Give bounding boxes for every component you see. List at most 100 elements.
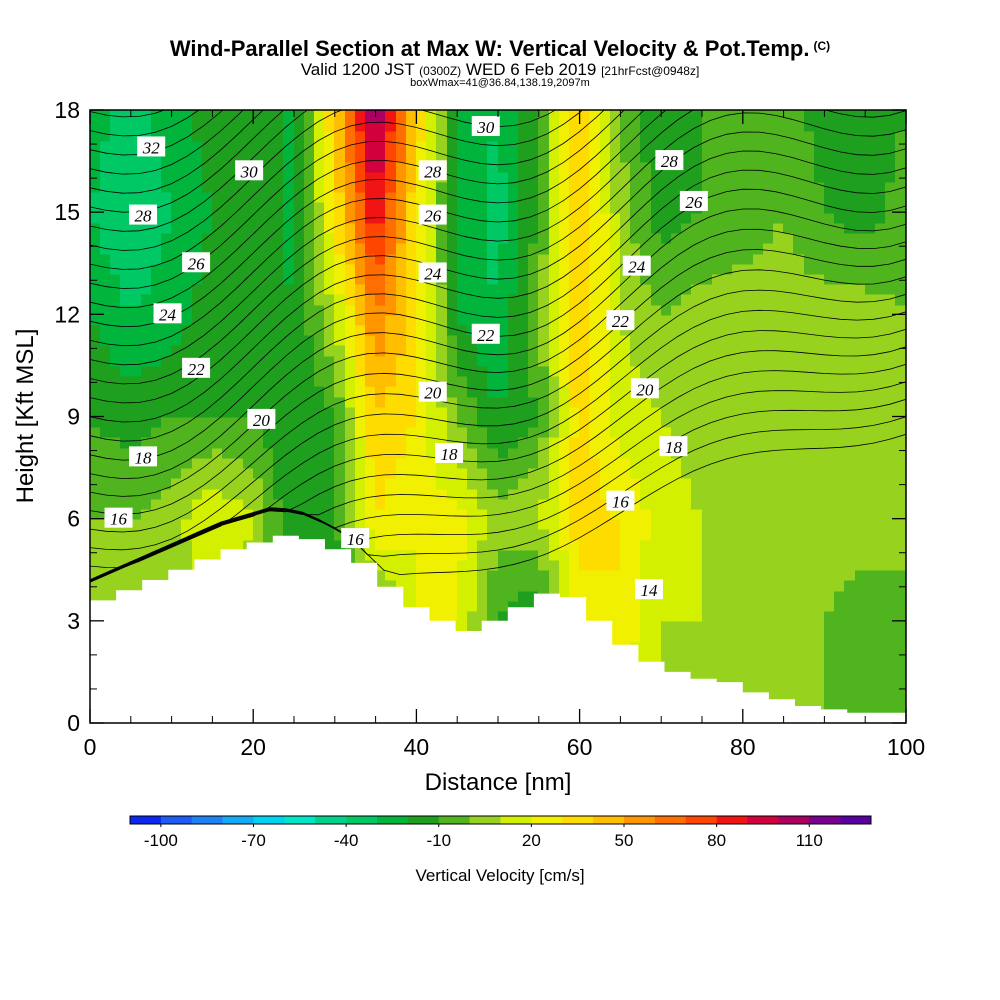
- velocity-cell: [814, 273, 826, 285]
- velocity-cell: [498, 518, 510, 530]
- velocity-cell: [426, 508, 438, 520]
- velocity-cell: [304, 201, 316, 214]
- velocity-cell: [375, 498, 387, 510]
- velocity-cell: [763, 232, 775, 244]
- velocity-cell: [283, 406, 295, 418]
- velocity-cell: [406, 559, 418, 571]
- terrain: [90, 535, 906, 723]
- velocity-cell: [90, 191, 102, 203]
- velocity-cell: [793, 569, 805, 581]
- velocity-cell: [855, 590, 867, 602]
- contour-label-text: 16: [612, 493, 630, 512]
- velocity-cell: [253, 222, 265, 234]
- velocity-cell: [243, 436, 255, 449]
- velocity-cell: [406, 314, 418, 326]
- velocity-cell: [661, 590, 673, 602]
- velocity-cell: [130, 283, 142, 295]
- velocity-cell: [508, 304, 520, 316]
- velocity-cell: [763, 426, 775, 438]
- velocity-cell: [875, 610, 887, 622]
- velocity-cell: [253, 344, 265, 357]
- velocity-cell: [202, 161, 214, 173]
- velocity-cell: [498, 242, 510, 255]
- velocity-cell: [436, 304, 448, 316]
- velocity-cell: [232, 406, 244, 418]
- velocity-cell: [426, 549, 438, 561]
- velocity-cell: [181, 457, 193, 469]
- velocity-cell: [518, 406, 530, 418]
- velocity-cell: [640, 324, 652, 336]
- velocity-cell: [600, 304, 612, 316]
- velocity-cell: [661, 201, 673, 214]
- velocity-cell: [232, 324, 244, 336]
- velocity-cell: [742, 150, 754, 163]
- velocity-cell: [722, 120, 734, 132]
- velocity-cell: [875, 447, 887, 459]
- velocity-cell: [559, 161, 571, 173]
- velocity-cell: [589, 406, 601, 418]
- velocity-cell: [549, 191, 561, 203]
- velocity-cell: [283, 171, 295, 183]
- velocity-cell: [538, 375, 550, 387]
- velocity-cell: [742, 406, 754, 418]
- velocity-cell: [763, 600, 775, 612]
- velocity-cell: [498, 171, 510, 183]
- velocity-cell: [651, 610, 663, 622]
- velocity-cell: [273, 140, 285, 152]
- velocity-cell: [90, 171, 102, 183]
- velocity-cell: [600, 242, 612, 255]
- velocity-cell: [447, 396, 459, 408]
- velocity-cell: [355, 344, 367, 357]
- velocity-cell: [447, 539, 459, 551]
- velocity-cell: [855, 641, 867, 653]
- velocity-cell: [334, 222, 346, 234]
- velocity-cell: [579, 334, 591, 346]
- velocity-cell: [773, 324, 785, 336]
- velocity-cell: [671, 120, 683, 132]
- velocity-cell: [90, 416, 102, 428]
- velocity-cell: [895, 559, 906, 571]
- velocity-cell: [100, 416, 112, 428]
- velocity-cell: [294, 293, 306, 306]
- velocity-cell: [855, 324, 867, 336]
- velocity-cell: [763, 150, 775, 163]
- velocity-cell: [345, 293, 357, 306]
- velocity-cell: [171, 508, 183, 520]
- velocity-cell: [232, 344, 244, 357]
- velocity-cell: [844, 365, 856, 377]
- velocity-cell: [232, 263, 244, 275]
- velocity-cell: [600, 559, 612, 571]
- velocity-cell: [620, 344, 632, 357]
- velocity-cell: [365, 375, 377, 387]
- velocity-cell: [181, 324, 193, 336]
- velocity-cell: [824, 508, 836, 520]
- velocity-cell: [691, 651, 703, 663]
- velocity-cell: [202, 549, 214, 561]
- velocity-cell: [569, 232, 581, 244]
- velocity-cell: [447, 467, 459, 479]
- velocity-cell: [732, 161, 744, 173]
- velocity-cell: [753, 232, 765, 244]
- velocity-cell: [334, 416, 346, 428]
- velocity-cell: [406, 590, 418, 602]
- velocity-cell: [661, 620, 673, 633]
- velocity-cell: [222, 365, 234, 377]
- velocity-cell: [161, 498, 173, 510]
- velocity-cell: [324, 161, 336, 173]
- velocity-cell: [630, 161, 642, 173]
- velocity-cell: [773, 161, 785, 173]
- velocity-cell: [559, 457, 571, 469]
- velocity-cell: [773, 232, 785, 244]
- contour-label-bg: [622, 255, 651, 276]
- velocity-cell: [161, 436, 173, 449]
- velocity-cell: [171, 528, 183, 541]
- velocity-cell: [345, 191, 357, 203]
- velocity-cell: [661, 579, 673, 592]
- velocity-cell: [243, 293, 255, 306]
- theta-contour: [90, 110, 264, 194]
- velocity-cell: [222, 508, 234, 520]
- velocity-cell: [447, 569, 459, 581]
- velocity-cell: [814, 293, 826, 306]
- velocity-cell: [498, 498, 510, 510]
- velocity-cell: [661, 365, 673, 377]
